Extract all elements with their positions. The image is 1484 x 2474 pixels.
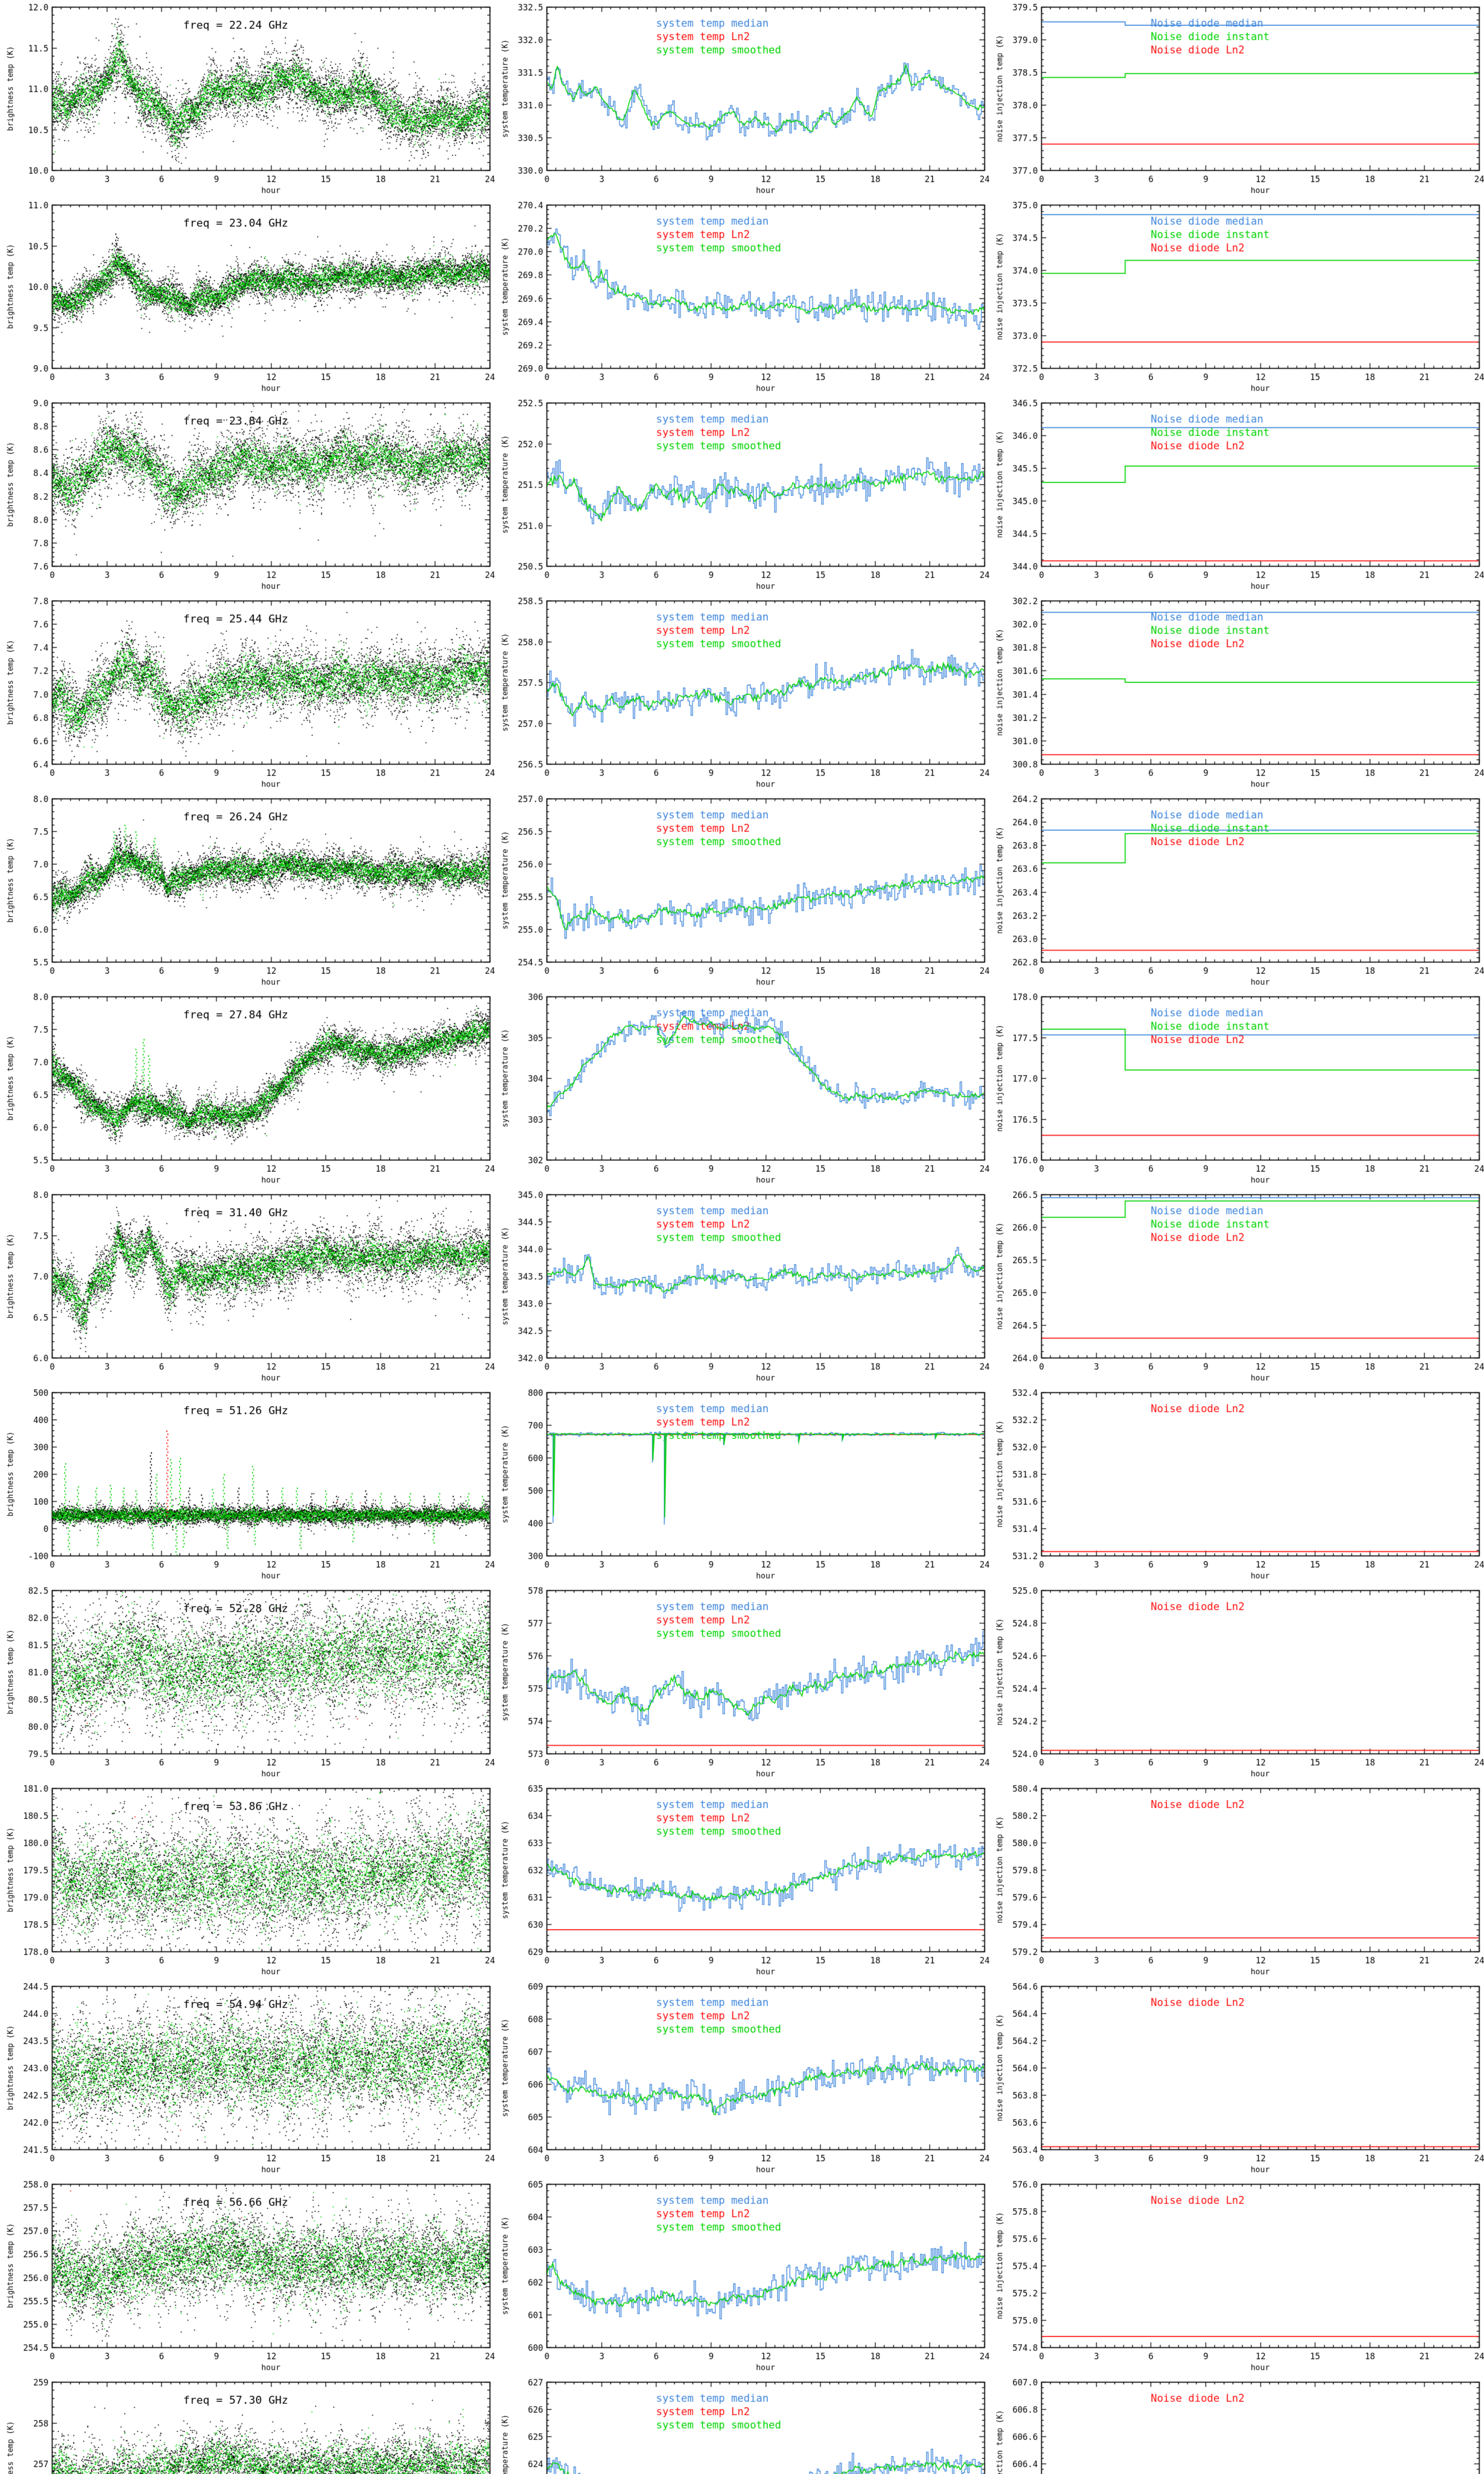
brightness-temp-panel-chart-27.84-ghz [0,990,495,1188]
noise-diode-panel-chart-26.24-ghz [989,792,1484,990]
noise-diode-panel-chart-52.28-ghz [989,1583,1484,1781]
noise-diode-panel-chart-25.44-ghz [989,594,1484,792]
noise-diode-panel-chart-56.66-ghz [989,2177,1484,2375]
system-temp-panel-chart-52.28-ghz [495,1583,989,1781]
system-temp-panel-25.44-ghz [495,594,989,792]
brightness-temp-panel-23.84-ghz [0,396,495,594]
system-temp-panel-53.86-ghz [495,1781,989,1979]
brightness-temp-panel-chart-31.40-ghz [0,1188,495,1385]
noise-diode-panel-chart-57.30-ghz [989,2375,1484,2474]
plot-row-54.94-ghz [0,1979,1484,2177]
brightness-temp-panel-25.44-ghz [0,594,495,792]
brightness-temp-panel-26.24-ghz [0,792,495,990]
brightness-temp-panel-54.94-ghz [0,1979,495,2177]
brightness-temp-panel-chart-23.84-ghz [0,396,495,594]
system-temp-panel-chart-27.84-ghz [495,990,989,1188]
brightness-temp-panel-57.30-ghz [0,2375,495,2474]
system-temp-panel-56.66-ghz [495,2177,989,2375]
plot-row-53.86-ghz [0,1781,1484,1979]
noise-diode-panel-54.94-ghz [989,1979,1484,2177]
brightness-temp-panel-chart-23.04-ghz [0,198,495,396]
brightness-temp-panel-chart-54.94-ghz [0,1979,495,2177]
noise-diode-panel-chart-23.04-ghz [989,198,1484,396]
system-temp-panel-23.04-ghz [495,198,989,396]
brightness-temp-panel-chart-56.66-ghz [0,2177,495,2375]
noise-diode-panel-56.66-ghz [989,2177,1484,2375]
noise-diode-panel-52.28-ghz [989,1583,1484,1781]
plot-row-22.24-ghz [0,0,1484,198]
plot-row-51.26-ghz [0,1385,1484,1583]
brightness-temp-panel-chart-22.24-ghz [0,0,495,198]
brightness-temp-panel-23.04-ghz [0,198,495,396]
brightness-temp-panel-chart-57.30-ghz [0,2375,495,2474]
system-temp-panel-51.26-ghz [495,1385,989,1583]
plot-row-52.28-ghz [0,1583,1484,1781]
system-temp-panel-chart-53.86-ghz [495,1781,989,1979]
plot-row-23.84-ghz [0,396,1484,594]
noise-diode-panel-22.24-ghz [989,0,1484,198]
noise-diode-panel-26.24-ghz [989,792,1484,990]
plot-row-26.24-ghz [0,792,1484,990]
system-temp-panel-54.94-ghz [495,1979,989,2177]
system-temp-panel-22.24-ghz [495,0,989,198]
system-temp-panel-chart-22.24-ghz [495,0,989,198]
noise-diode-panel-chart-23.84-ghz [989,396,1484,594]
plot-row-25.44-ghz [0,594,1484,792]
noise-diode-panel-27.84-ghz [989,990,1484,1188]
system-temp-panel-chart-56.66-ghz [495,2177,989,2375]
noise-diode-panel-chart-27.84-ghz [989,990,1484,1188]
system-temp-panel-27.84-ghz [495,990,989,1188]
brightness-temp-panel-chart-26.24-ghz [0,792,495,990]
system-temp-panel-chart-23.04-ghz [495,198,989,396]
system-temp-panel-chart-51.26-ghz [495,1385,989,1583]
noise-diode-panel-chart-31.40-ghz [989,1188,1484,1385]
brightness-temp-panel-53.86-ghz [0,1781,495,1979]
noise-diode-panel-31.40-ghz [989,1188,1484,1385]
brightness-temp-panel-51.26-ghz [0,1385,495,1583]
brightness-temp-panel-56.66-ghz [0,2177,495,2375]
noise-diode-panel-57.30-ghz [989,2375,1484,2474]
system-temp-panel-52.28-ghz [495,1583,989,1781]
noise-diode-panel-23.04-ghz [989,198,1484,396]
brightness-temp-panel-27.84-ghz [0,990,495,1188]
brightness-temp-panel-chart-52.28-ghz [0,1583,495,1781]
plot-row-27.84-ghz [0,990,1484,1188]
brightness-temp-panel-22.24-ghz [0,0,495,198]
brightness-temp-panel-chart-25.44-ghz [0,594,495,792]
plot-row-56.66-ghz [0,2177,1484,2375]
noise-diode-panel-25.44-ghz [989,594,1484,792]
noise-diode-panel-23.84-ghz [989,396,1484,594]
system-temp-panel-chart-23.84-ghz [495,396,989,594]
noise-diode-panel-chart-53.86-ghz [989,1781,1484,1979]
system-temp-panel-31.40-ghz [495,1188,989,1385]
system-temp-panel-chart-31.40-ghz [495,1188,989,1385]
noise-diode-panel-chart-22.24-ghz [989,0,1484,198]
system-temp-panel-chart-26.24-ghz [495,792,989,990]
noise-diode-panel-chart-54.94-ghz [989,1979,1484,2177]
brightness-temp-panel-chart-51.26-ghz [0,1385,495,1583]
brightness-temp-panel-52.28-ghz [0,1583,495,1781]
system-temp-panel-26.24-ghz [495,792,989,990]
noise-diode-panel-chart-51.26-ghz [989,1385,1484,1583]
system-temp-panel-23.84-ghz [495,396,989,594]
noise-diode-panel-53.86-ghz [989,1781,1484,1979]
brightness-temp-panel-31.40-ghz [0,1188,495,1385]
system-temp-panel-57.30-ghz [495,2375,989,2474]
system-temp-panel-chart-57.30-ghz [495,2375,989,2474]
brightness-temp-panel-chart-53.86-ghz [0,1781,495,1979]
plot-row-31.40-ghz [0,1188,1484,1385]
system-temp-panel-chart-25.44-ghz [495,594,989,792]
noise-diode-panel-51.26-ghz [989,1385,1484,1583]
plot-row-23.04-ghz [0,198,1484,396]
system-temp-panel-chart-54.94-ghz [495,1979,989,2177]
plot-row-57.30-ghz [0,2375,1484,2474]
